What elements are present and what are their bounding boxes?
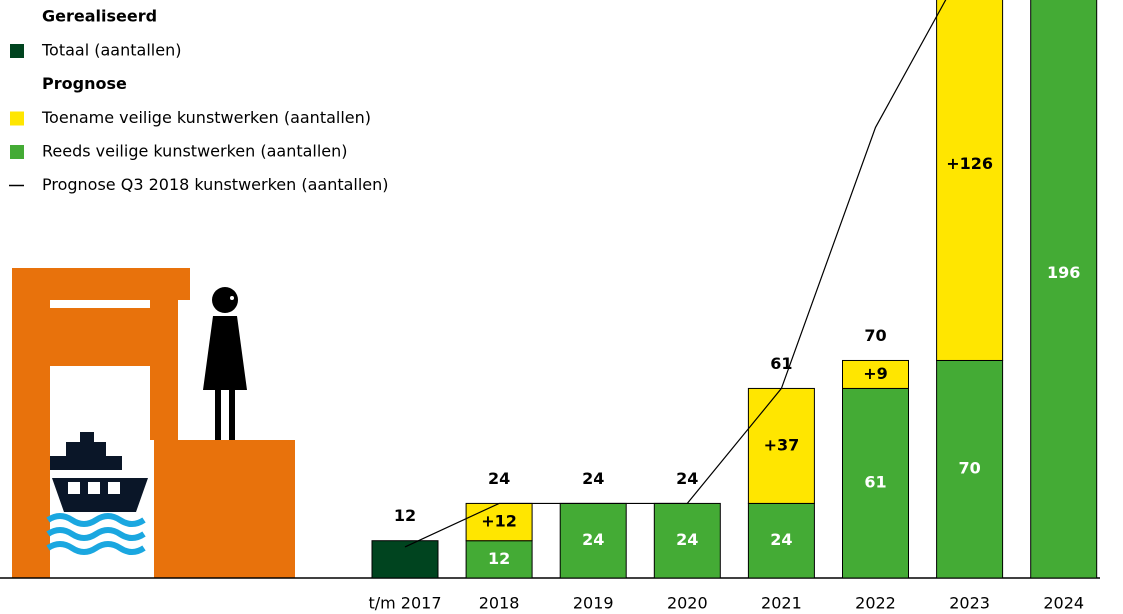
value-label: 24 bbox=[770, 530, 792, 549]
x-tick-label: 2018 bbox=[479, 594, 520, 613]
value-label: +126 bbox=[946, 154, 993, 173]
value-label: +37 bbox=[764, 435, 800, 454]
legend-marker bbox=[10, 112, 24, 126]
x-tick-label: 2022 bbox=[855, 594, 896, 613]
x-tick-label: 2024 bbox=[1043, 594, 1084, 613]
x-tick-label: 2021 bbox=[761, 594, 802, 613]
legend-marker bbox=[10, 145, 24, 159]
legend-label: Prognose Q3 2018 kunstwerken (aantallen) bbox=[42, 175, 389, 194]
legend-heading: Prognose bbox=[42, 74, 127, 93]
legend-label: Toename veilige kunstwerken (aantallen) bbox=[41, 108, 371, 127]
legend-label: Reeds veilige kunstwerken (aantallen) bbox=[42, 142, 348, 161]
value-label: 70 bbox=[958, 459, 980, 478]
total-label: 70 bbox=[864, 326, 886, 345]
plot-area: 12 12 +12 24 24 24 24 24 24 +37 61 61 +9 70 70 +126 196 bbox=[372, 0, 1097, 578]
chart: 1212+12242424242424+376161+97070+126196 … bbox=[0, 0, 1123, 614]
legend-marker bbox=[10, 44, 24, 58]
value-label: 24 bbox=[582, 530, 604, 549]
bar bbox=[1031, 0, 1097, 578]
lock-illustration bbox=[12, 268, 295, 578]
legend-label: Totaal (aantallen) bbox=[41, 41, 181, 60]
bar bbox=[937, 0, 1003, 360]
total-label: 24 bbox=[676, 469, 698, 488]
legend-heading: Gerealiseerd bbox=[42, 7, 157, 26]
value-label: +12 bbox=[481, 512, 517, 531]
x-tick-label: 2019 bbox=[573, 594, 614, 613]
value-label: 61 bbox=[864, 473, 886, 492]
total-label: 24 bbox=[488, 469, 510, 488]
total-label: 61 bbox=[770, 354, 792, 373]
value-label: 196 bbox=[1047, 263, 1080, 282]
x-tick-label: t/m 2017 bbox=[368, 594, 441, 613]
x-tick-label: 2020 bbox=[667, 594, 708, 613]
total-label: 12 bbox=[394, 506, 416, 525]
value-label: 12 bbox=[488, 549, 510, 568]
total-label: 24 bbox=[582, 469, 604, 488]
value-label: 24 bbox=[676, 530, 698, 549]
x-tick-label: 2023 bbox=[949, 594, 990, 613]
value-label: +9 bbox=[863, 364, 888, 383]
